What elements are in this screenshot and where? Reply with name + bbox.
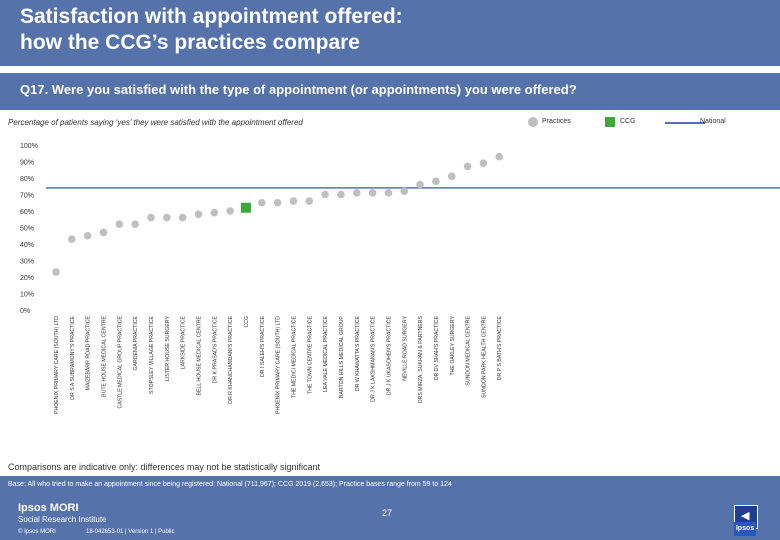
ipsos-logo: Ipsos xyxy=(734,522,756,536)
category-label: BUTE HOUSE MEDICAL CENTRE xyxy=(101,315,107,396)
y-tick-label: 100% xyxy=(20,143,38,150)
y-tick-label: 90% xyxy=(20,160,34,167)
legend-ccg-label: CCG xyxy=(620,118,636,125)
page-title: Satisfaction with appointment offered: h… xyxy=(20,4,403,56)
y-tick-label: 70% xyxy=(20,193,34,200)
chart-subtitle: Percentage of patients saying ‘yes’ they… xyxy=(8,118,303,127)
category-label: DR R KHANCHANDANI'S PRACTICE xyxy=(228,315,234,403)
footer xyxy=(0,494,780,540)
y-tick-label: 10% xyxy=(20,292,34,299)
category-label: SUNDON PARK HEALTH CENTRE xyxy=(481,315,487,397)
category-label: SUNDON MEDICAL CENTRE xyxy=(466,315,472,385)
practice-point xyxy=(83,231,92,240)
practice-point xyxy=(463,162,472,171)
practice-point xyxy=(99,228,108,237)
practice-point xyxy=(447,172,456,181)
category-label: CCG xyxy=(244,316,250,328)
question-text: Q17. Were you satisfied with the type of… xyxy=(20,82,577,97)
practice-point xyxy=(163,213,171,222)
y-tick-label: 0% xyxy=(20,308,30,315)
category-label: CASTLE MEDICAL GROUP PRACTICE xyxy=(117,315,123,408)
category-label: BARTON HILLS MEDICAL GROUP xyxy=(339,315,345,398)
category-label: LARKSIDE PRACTICE xyxy=(181,315,187,369)
category-label: BELL HOUSE MEDICAL CENTRE xyxy=(196,315,202,395)
category-label: DR J K LAKSHMANAN'S PRACTICE xyxy=(371,315,377,401)
question-band xyxy=(0,73,780,110)
practice-point xyxy=(257,198,266,207)
practice-point xyxy=(432,177,440,186)
practice-point xyxy=(147,213,155,222)
practice-point xyxy=(68,235,76,243)
practice-point xyxy=(384,189,393,197)
y-tick-label: 40% xyxy=(20,242,34,249)
category-label: DR DV SHAH'S PRACTICE xyxy=(434,315,440,380)
category-label: LISTER HOUSE SURGERY xyxy=(165,315,171,381)
brand-subname: Social Research Institute xyxy=(18,515,107,524)
practice-point xyxy=(305,197,314,205)
copyright: © Ipsos MORI xyxy=(18,529,56,535)
y-tick-label: 20% xyxy=(20,275,34,282)
scatter-chart: 0% 10% 20% 30% 40% 50% 60% 70% 80% 90% 100% PHOENIX… xyxy=(20,143,780,414)
practice-point xyxy=(178,213,187,222)
practice-point xyxy=(495,152,504,161)
chart-legend: Practices CCG National xyxy=(520,116,760,130)
page-title-line1: Satisfaction with appointment offered: xyxy=(20,5,403,28)
category-label: MAIZEBARR ROAD PRACTICE xyxy=(86,315,92,390)
category-label: NEVILLE ROAD SURGERY xyxy=(402,315,408,380)
category-label: DR W KHAWATTA'S PRACTICE xyxy=(355,315,361,391)
category-label: PHOENIX PRIMARY CARE (SOUTH) LTD xyxy=(276,316,282,414)
page-number: 27 xyxy=(382,508,393,518)
category-label: THE TOWN CENTRE PRACTICE xyxy=(307,315,313,393)
category-label: DRS MIRZA, SUKHAN & PARTNERS xyxy=(418,315,424,403)
practice-point xyxy=(226,207,234,215)
ccg-point xyxy=(240,202,251,213)
category-label: DR I SALEH'S PRACTICE xyxy=(260,315,266,376)
practice-point xyxy=(210,208,219,217)
base-text: Base: All who tried to make an appointme… xyxy=(8,481,452,488)
practice-point xyxy=(321,190,329,199)
category-label: DR S A SUBRAMONY'S PRACTICE xyxy=(70,315,76,399)
header-band xyxy=(0,0,780,66)
y-tick-label: 30% xyxy=(20,259,34,266)
practice-point xyxy=(289,197,298,205)
job-number: 18-042653-01 | Version 1 | Public xyxy=(86,529,175,535)
practice-point xyxy=(115,220,124,228)
practice-point xyxy=(479,159,488,167)
legend-practices-marker xyxy=(528,117,538,127)
category-label: DR J K UKASOHEN'S PRACTICE xyxy=(386,315,392,395)
category-label: DR P S BATH'S PRACTICE xyxy=(497,315,503,380)
category-label: GARDENIA PRACTICE xyxy=(133,315,139,370)
category-label: THE OAKLEY SURGERY xyxy=(450,315,456,375)
legend-national-label: National xyxy=(700,118,726,125)
y-tick-label: 60% xyxy=(20,209,34,216)
practice-point xyxy=(416,180,424,189)
brand-name: Ipsos MORI xyxy=(18,502,79,514)
y-tick-label: 50% xyxy=(20,226,34,233)
page-title-line2: how the CCG’s practices compare xyxy=(20,31,360,54)
category-label: THE MEDICI MEDICAL PRACTICE xyxy=(291,315,297,397)
practice-point xyxy=(273,198,282,207)
practice-point xyxy=(352,189,361,197)
practice-point xyxy=(194,210,203,219)
practice-point xyxy=(337,190,345,199)
back-arrow-icon: ◀ xyxy=(741,510,750,522)
practice-point xyxy=(131,220,139,228)
significance-note: Comparisons are indicative only: differe… xyxy=(8,462,320,472)
category-label: STOPSLEY VILLAGE PRACTICE xyxy=(149,315,155,393)
legend-practices-label: Practices xyxy=(542,118,571,125)
legend-national-line xyxy=(665,122,705,124)
legend-ccg-marker xyxy=(605,117,615,127)
category-label: DR K PRASAD'S PRACTICE xyxy=(212,315,218,383)
practice-point xyxy=(400,187,409,195)
category-label: LEA VALE MEDICAL PRACTICE xyxy=(323,315,329,391)
practice-point xyxy=(52,268,60,276)
y-tick-label: 80% xyxy=(20,176,34,183)
base-band xyxy=(0,476,780,494)
practice-point xyxy=(368,189,377,197)
category-label: PHOENIX PRIMARY CARE (SOUTH) LTD xyxy=(54,316,60,414)
